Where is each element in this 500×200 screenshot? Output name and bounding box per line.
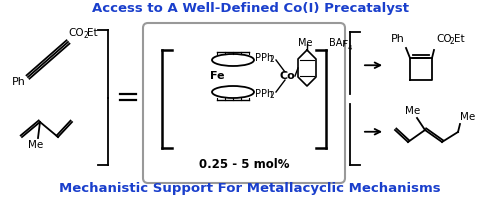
Text: Me: Me xyxy=(460,112,475,122)
Text: PPh: PPh xyxy=(255,89,273,99)
Text: CO: CO xyxy=(68,28,84,38)
FancyBboxPatch shape xyxy=(143,23,345,183)
Text: Co: Co xyxy=(279,71,295,81)
Text: 2: 2 xyxy=(450,37,455,46)
Text: BAr: BAr xyxy=(329,38,346,48)
Text: CO: CO xyxy=(436,34,452,44)
Text: Ph: Ph xyxy=(12,77,26,87)
Text: F: F xyxy=(343,40,348,49)
Text: Me: Me xyxy=(298,38,312,48)
Text: Et: Et xyxy=(454,34,464,44)
Text: Mechanistic Support For Metallacyclic Mechanisms: Mechanistic Support For Metallacyclic Me… xyxy=(59,182,441,195)
Text: 0.25 - 5 mol%: 0.25 - 5 mol% xyxy=(199,158,289,170)
Text: Fe: Fe xyxy=(210,71,224,81)
Text: Access to A Well-Defined Co(I) Precatalyst: Access to A Well-Defined Co(I) Precataly… xyxy=(92,2,408,15)
Text: Me: Me xyxy=(406,106,420,116)
Text: 2: 2 xyxy=(270,55,275,64)
Text: Ph: Ph xyxy=(391,34,405,44)
Text: 2: 2 xyxy=(270,92,275,100)
Text: Me: Me xyxy=(28,140,44,150)
Text: PPh: PPh xyxy=(255,53,273,63)
Text: Et: Et xyxy=(87,28,98,38)
Text: 4: 4 xyxy=(348,45,352,51)
Ellipse shape xyxy=(212,86,254,98)
Ellipse shape xyxy=(212,54,254,66)
Text: 2: 2 xyxy=(83,31,88,40)
